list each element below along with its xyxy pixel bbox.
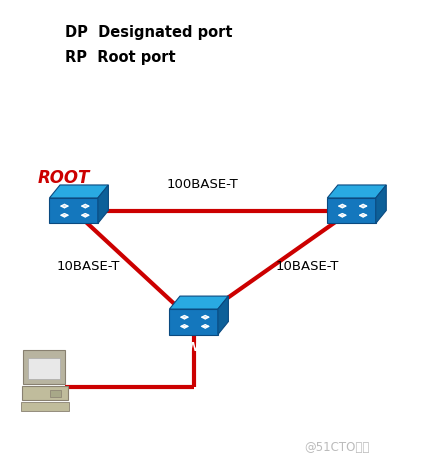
Text: DP  Designated port: DP Designated port — [65, 25, 233, 40]
Polygon shape — [169, 296, 229, 309]
Polygon shape — [376, 185, 386, 223]
Text: ROOT: ROOT — [38, 169, 90, 187]
Text: 10BASE-T: 10BASE-T — [57, 260, 120, 273]
FancyBboxPatch shape — [22, 386, 68, 400]
Polygon shape — [169, 309, 218, 334]
Text: 100BASE-T: 100BASE-T — [166, 178, 238, 191]
Polygon shape — [327, 198, 376, 223]
Text: RP  Root port: RP Root port — [65, 50, 176, 64]
Text: SW2: SW2 — [336, 230, 365, 243]
Text: SW1: SW1 — [58, 230, 88, 243]
Text: SW3: SW3 — [178, 341, 208, 354]
Polygon shape — [327, 185, 386, 198]
Polygon shape — [50, 198, 98, 223]
Text: @51CTO博客: @51CTO博客 — [304, 441, 370, 454]
FancyBboxPatch shape — [23, 350, 65, 384]
Polygon shape — [98, 185, 108, 223]
FancyBboxPatch shape — [21, 402, 69, 411]
FancyBboxPatch shape — [28, 358, 60, 379]
Polygon shape — [50, 185, 108, 198]
Polygon shape — [218, 296, 229, 334]
Text: 10BASE-T: 10BASE-T — [276, 260, 339, 273]
FancyBboxPatch shape — [50, 390, 61, 397]
